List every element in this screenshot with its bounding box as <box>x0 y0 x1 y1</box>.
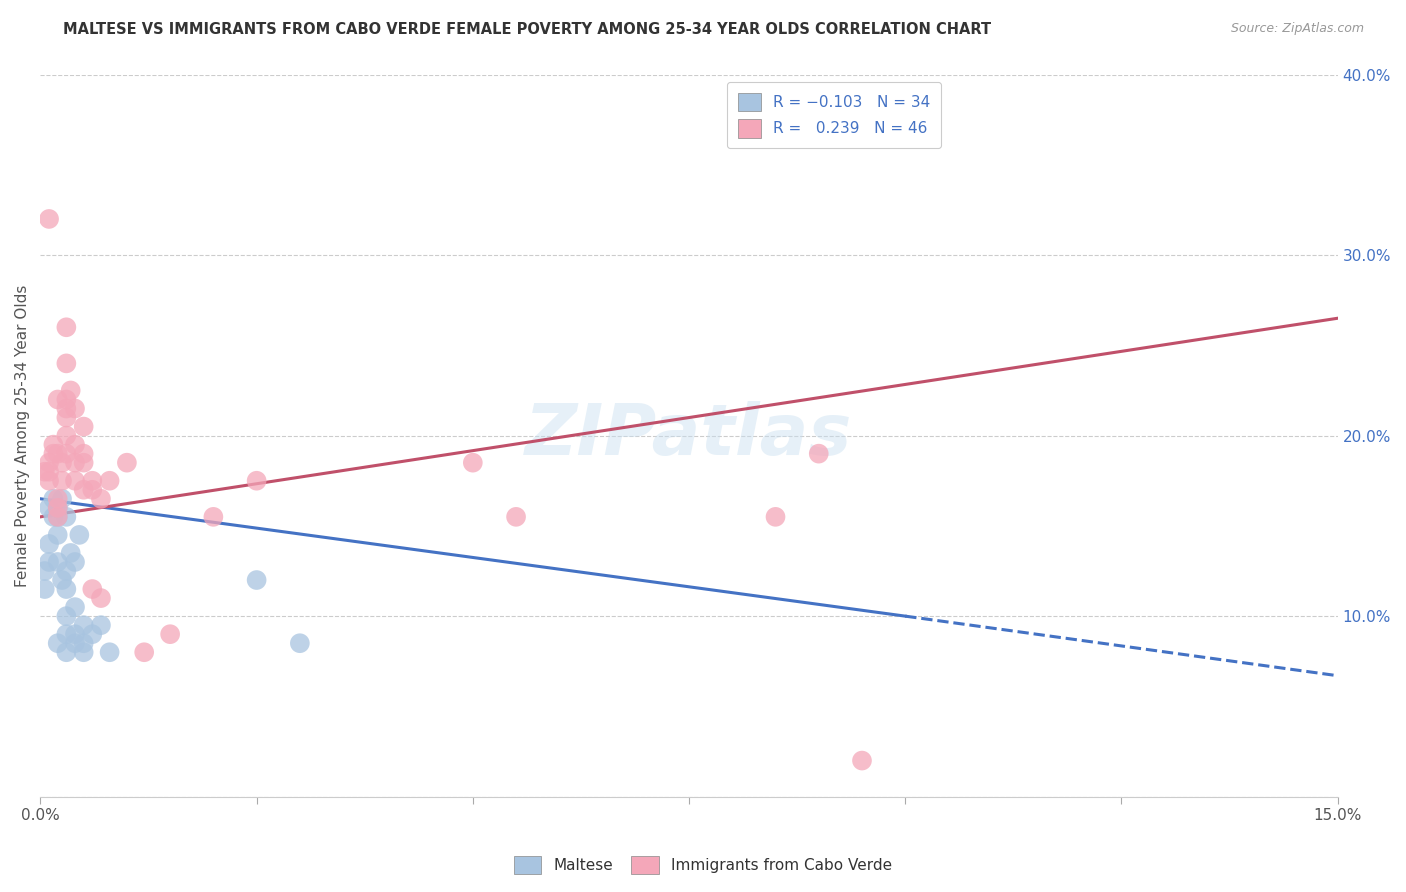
Point <box>63 401 86 416</box>
Point <box>90 491 112 506</box>
Point <box>73 618 96 632</box>
Point <box>42 509 65 524</box>
Point <box>51 474 73 488</box>
Point <box>55 447 77 461</box>
Point <box>46 636 69 650</box>
Point <box>73 456 96 470</box>
Point <box>46 555 69 569</box>
Point <box>55 428 77 442</box>
Point <box>34 564 56 578</box>
Point <box>46 500 69 515</box>
Point <box>73 483 96 497</box>
Point <box>55 582 77 596</box>
Point <box>73 447 96 461</box>
Point <box>67 528 90 542</box>
Point <box>46 392 69 407</box>
Point <box>38 500 60 515</box>
Text: MALTESE VS IMMIGRANTS FROM CABO VERDE FEMALE POVERTY AMONG 25-34 YEAR OLDS CORRE: MALTESE VS IMMIGRANTS FROM CABO VERDE FE… <box>63 22 991 37</box>
Point <box>38 537 60 551</box>
Legend: R = −0.103   N = 34, R =   0.239   N = 46: R = −0.103 N = 34, R = 0.239 N = 46 <box>727 82 941 148</box>
Point <box>51 456 73 470</box>
Point <box>90 591 112 605</box>
Point <box>288 636 311 650</box>
Point <box>115 456 138 470</box>
Point <box>63 555 86 569</box>
Point <box>46 528 69 542</box>
Point <box>55 401 77 416</box>
Point <box>134 645 156 659</box>
Point <box>202 509 225 524</box>
Point <box>42 437 65 451</box>
Legend: Maltese, Immigrants from Cabo Verde: Maltese, Immigrants from Cabo Verde <box>508 850 898 880</box>
Point <box>59 546 82 560</box>
Point <box>55 645 77 659</box>
Point <box>807 447 830 461</box>
Point <box>851 754 873 768</box>
Point <box>38 474 60 488</box>
Point <box>38 211 60 226</box>
Point <box>246 474 269 488</box>
Point <box>55 320 77 334</box>
Point <box>55 609 77 624</box>
Point <box>98 474 121 488</box>
Point <box>765 509 787 524</box>
Y-axis label: Female Poverty Among 25-34 Year Olds: Female Poverty Among 25-34 Year Olds <box>15 285 30 587</box>
Point <box>90 618 112 632</box>
Text: Source: ZipAtlas.com: Source: ZipAtlas.com <box>1230 22 1364 36</box>
Point <box>51 491 73 506</box>
Point <box>38 555 60 569</box>
Point <box>73 419 96 434</box>
Point <box>461 456 484 470</box>
Point <box>63 474 86 488</box>
Point <box>73 636 96 650</box>
Point <box>63 600 86 615</box>
Point <box>55 392 77 407</box>
Point <box>55 509 77 524</box>
Point <box>51 573 73 587</box>
Point <box>82 582 104 596</box>
Point <box>159 627 181 641</box>
Point <box>63 627 86 641</box>
Point <box>55 410 77 425</box>
Point <box>59 384 82 398</box>
Point <box>38 456 60 470</box>
Point <box>505 509 527 524</box>
Point <box>63 437 86 451</box>
Point <box>82 483 104 497</box>
Point <box>42 447 65 461</box>
Point <box>55 627 77 641</box>
Point <box>46 509 69 524</box>
Point <box>46 500 69 515</box>
Point <box>46 509 69 524</box>
Point <box>38 465 60 479</box>
Point <box>42 491 65 506</box>
Point <box>46 447 69 461</box>
Point <box>55 356 77 370</box>
Point <box>34 465 56 479</box>
Text: ZIPatlas: ZIPatlas <box>526 401 852 470</box>
Point <box>82 627 104 641</box>
Point <box>55 564 77 578</box>
Point <box>34 582 56 596</box>
Point <box>46 491 69 506</box>
Point <box>82 474 104 488</box>
Point <box>98 645 121 659</box>
Point <box>63 636 86 650</box>
Point <box>73 645 96 659</box>
Point <box>63 456 86 470</box>
Point <box>246 573 269 587</box>
